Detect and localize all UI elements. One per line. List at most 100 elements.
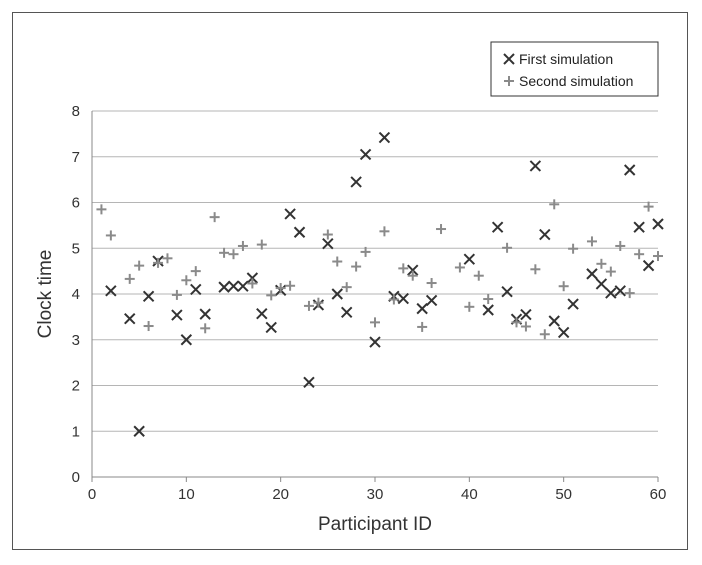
x-axis-title: Participant ID [318,514,432,535]
data-point [596,258,607,269]
axes [91,111,658,478]
data-point [341,282,352,293]
data-point [417,321,428,332]
data-point [397,292,410,305]
data-point [595,278,608,290]
data-point [652,218,664,230]
data-point [624,288,635,299]
data-point [124,312,136,325]
data-point [199,308,211,320]
data-point [567,298,579,310]
data-point [246,272,259,284]
data-point [322,229,333,240]
data-point [133,425,145,437]
data-point [520,321,531,332]
data-point [530,264,541,275]
series-first-simulation [105,131,664,437]
y-tick-label: 1 [72,423,80,440]
y-tick-label: 6 [72,195,80,212]
data-point [653,251,663,262]
data-point [463,253,476,265]
data-point [568,243,579,254]
y-axis-title: Clock time [35,250,56,339]
data-point [219,247,230,258]
data-point [416,302,428,315]
y-tick-label: 8 [72,103,80,120]
x-tick-label: 60 [650,486,667,503]
data-point [209,212,220,223]
data-point [360,246,371,257]
data-point [370,317,380,328]
data-point [482,304,494,316]
data-point [96,204,107,215]
x-tick-label: 40 [461,486,478,503]
data-point [162,253,173,264]
gridlines [91,110,659,482]
data-point [227,280,240,292]
data-point [153,257,164,268]
data-point [247,278,258,289]
data-point [605,266,616,277]
legend-label-second-simulation: Second simulation [519,73,633,89]
data-point [491,221,504,233]
data-point [332,256,343,267]
data-point [303,300,314,311]
data-point [105,285,117,297]
data-point [407,264,419,276]
series-second-simulation [96,199,663,340]
y-tick-label: 7 [72,149,80,166]
data-point [256,307,268,320]
data-point [256,239,267,250]
data-point [378,131,391,144]
data-point [425,294,438,307]
data-point [548,315,560,327]
data-point [529,160,542,172]
data-point [388,294,399,305]
x-tick-label: 30 [367,486,384,503]
data-point [539,329,550,340]
data-point [350,176,362,188]
data-point [351,261,362,272]
data-point [539,228,551,241]
data-point [143,321,154,332]
data-point [483,294,494,305]
legend-label-first-simulation: First simulation [519,51,613,67]
legend-box [490,41,659,97]
data-point [454,262,465,273]
data-point [285,280,296,291]
x-tick-label: 0 [88,486,96,503]
data-point [633,221,645,233]
y-tick-label: 2 [72,378,80,395]
data-point [313,297,324,308]
data-point [407,270,418,281]
chart-frame [12,12,688,550]
y-tick-label: 5 [72,240,80,257]
data-point [142,290,155,302]
data-point [369,336,381,348]
data-point [237,240,248,251]
data-point [558,281,569,292]
data-point [642,259,655,272]
data-point [200,323,211,334]
data-point [293,226,306,238]
data-point [331,288,343,300]
data-point [502,242,513,253]
data-point [171,309,183,321]
data-point [511,317,522,328]
data-point [340,306,353,319]
data-point [284,208,296,220]
data-point [643,201,654,212]
data-point [180,334,193,346]
x-tick-label: 10 [178,486,195,503]
data-point [557,326,570,339]
data-point [181,275,192,286]
x-tick-label: 20 [272,486,289,503]
data-point [228,249,239,260]
data-point [171,289,182,300]
legend: First simulation Second simulation [490,41,659,97]
legend-marker-first-simulation [503,53,515,65]
y-tick-label: 3 [72,332,80,349]
data-point [303,376,315,389]
y-tick-label: 0 [72,469,80,486]
